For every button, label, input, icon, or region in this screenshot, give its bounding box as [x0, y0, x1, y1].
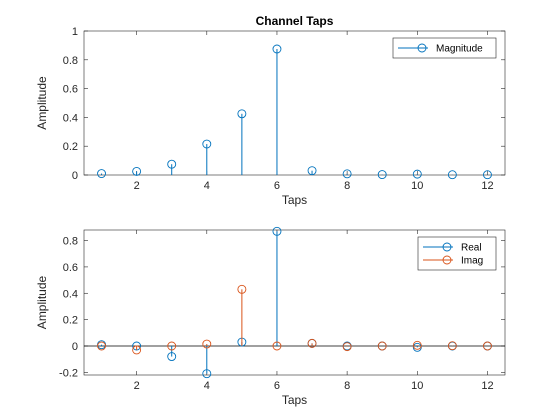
chart-1-xtick-label: 2 [134, 180, 140, 192]
stem-marker [97, 169, 106, 179]
chart-2-xtick-label: 4 [204, 380, 210, 392]
stem-marker [412, 169, 422, 179]
chart-1-ytick-label: 0.2 [63, 141, 78, 153]
legend-marker [442, 242, 452, 252]
chart-1-ytick-label: 0.6 [63, 84, 78, 96]
chart-2-series-1 [97, 226, 492, 379]
stem-marker [202, 369, 212, 379]
legend-box [417, 236, 497, 271]
chart-1-xtick-label: 4 [204, 180, 210, 192]
stem-marker [307, 338, 317, 348]
chart-2-xtick-label: 12 [481, 380, 493, 392]
stem-marker [202, 139, 212, 149]
stem-marker [272, 226, 282, 236]
stem-marker [483, 170, 492, 180]
stem-marker [167, 341, 177, 351]
stem-marker [132, 345, 142, 355]
chart-2-ytick-label: -0.2 [59, 367, 78, 379]
chart-1-xtick-label: 10 [411, 180, 423, 192]
chart-2-ytick-label: 0 [72, 341, 78, 353]
stem-marker [132, 166, 142, 176]
stem-marker [342, 169, 352, 179]
stem-marker [167, 352, 177, 361]
chart-2-ytick-label: 0.8 [63, 236, 78, 248]
chart-1-ytick-label: 0.8 [63, 55, 78, 67]
stem-marker [237, 109, 247, 119]
chart-1-xtick-label: 6 [274, 180, 280, 192]
chart-2-xtick-label: 8 [344, 380, 350, 392]
chart-2-xtick-label: 10 [411, 380, 423, 392]
legend-box [392, 37, 497, 59]
stem-marker [483, 341, 492, 351]
chart-1-ytick-label: 0 [72, 170, 78, 182]
stem-marker [307, 166, 317, 176]
legend-label: Imag [461, 256, 483, 267]
stem-marker [377, 341, 387, 351]
stem-marker [342, 342, 352, 352]
legend-marker [442, 255, 452, 265]
chart-2-series-2 [97, 284, 492, 355]
chart-1-series-1 [97, 44, 492, 180]
legend-label: Real [461, 243, 482, 254]
legend-marker [417, 43, 427, 53]
chart-1-title: Channel Taps [256, 14, 334, 28]
stem-marker [447, 341, 457, 351]
stem-marker [377, 170, 387, 180]
stem-marker [97, 341, 106, 351]
chart-1-ylabel: Amplitude [35, 76, 49, 130]
stem-marker [237, 284, 247, 294]
chart-2-ylabel: Amplitude [35, 276, 49, 330]
chart-1-xlabel: Taps [282, 193, 307, 207]
stem-marker [412, 342, 422, 352]
chart-1-legend: Magnitude [392, 37, 497, 59]
stem-marker [167, 159, 177, 169]
stem-marker [447, 170, 457, 180]
chart-2-ytick-label: 0.2 [63, 315, 78, 327]
stem-marker [132, 341, 142, 351]
chart-1-ytick-label: 1 [72, 26, 78, 38]
stem-marker [272, 341, 282, 351]
stem-marker [272, 44, 282, 54]
chart-2-xtick-label: 2 [134, 380, 140, 392]
chart-2-ytick-label: 0.4 [63, 288, 78, 300]
chart-2-xlabel: Taps [282, 393, 307, 407]
chart-1-xtick-label: 8 [344, 180, 350, 192]
chart-1-xtick-label: 12 [481, 180, 493, 192]
chart-2-ytick-label: 0.6 [63, 262, 78, 274]
stem-marker [412, 340, 422, 350]
chart-2-legend: Real Imag [417, 236, 497, 271]
chart-1-ytick-label: 0.4 [63, 112, 78, 124]
stem-marker [202, 339, 212, 349]
chart-2-xtick-label: 6 [274, 380, 280, 392]
legend-label: Magnitude [436, 44, 483, 55]
